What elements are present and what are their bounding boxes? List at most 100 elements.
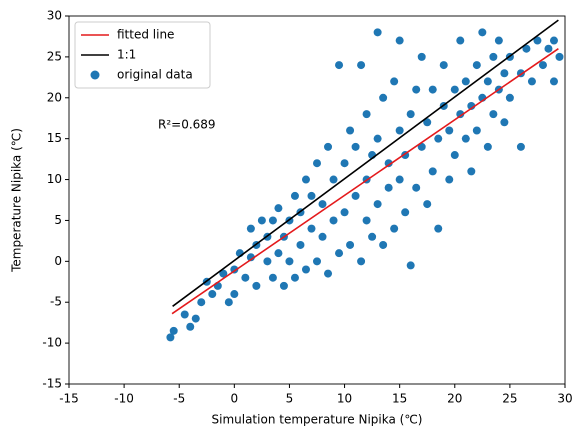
scatter-point	[274, 204, 283, 213]
scatter-point	[246, 224, 255, 233]
scatter-point	[467, 167, 476, 176]
scatter-point	[390, 77, 399, 86]
scatter-point	[246, 253, 255, 262]
y-tick-label: -5	[50, 295, 62, 309]
scatter-point	[544, 44, 553, 53]
scatter-point	[268, 216, 277, 225]
scatter-point	[428, 167, 437, 176]
scatter-point	[456, 110, 465, 119]
legend-swatch	[90, 70, 100, 80]
scatter-point	[169, 326, 178, 335]
scatter-point	[379, 93, 388, 102]
scatter-point	[549, 77, 558, 86]
scatter-point	[368, 232, 377, 241]
y-tick-label: 20	[47, 90, 62, 104]
y-axis-label: Temperature Nipika (℃)	[10, 128, 24, 273]
scatter-point	[290, 273, 299, 282]
scatter-point	[406, 261, 415, 270]
scatter-point	[483, 77, 492, 86]
scatter-point	[384, 183, 393, 192]
scatter-point	[489, 52, 498, 61]
y-tick-label: 15	[47, 131, 62, 145]
legend-label: fitted line	[117, 28, 174, 42]
scatter-point	[318, 232, 327, 241]
scatter-point	[500, 118, 509, 127]
scatter-point	[346, 240, 355, 249]
scatter-point	[423, 118, 432, 127]
scatter-point	[412, 85, 421, 94]
scatter-point	[324, 269, 333, 278]
scatter-point	[384, 159, 393, 168]
scatter-point	[406, 110, 415, 119]
line	[172, 19, 559, 307]
scatter-point	[522, 44, 531, 53]
scatter-point	[208, 290, 217, 299]
scatter-point	[279, 281, 288, 290]
scatter-point	[257, 216, 266, 225]
annotation: R²=0.689	[158, 118, 216, 132]
scatter-point	[538, 61, 547, 70]
scatter-point	[434, 134, 443, 143]
scatter-point	[335, 249, 344, 258]
line	[171, 48, 559, 315]
scatter-point	[428, 85, 437, 94]
scatter-point	[186, 322, 195, 331]
scatter-point	[166, 333, 175, 342]
x-tick-label: 20	[447, 392, 462, 406]
x-tick-label: -10	[114, 392, 134, 406]
scatter-point	[527, 77, 536, 86]
y-tick-label: 30	[47, 9, 62, 23]
scatter-point	[263, 257, 272, 266]
scatter-point	[401, 208, 410, 217]
scatter-point	[313, 257, 321, 266]
x-tick-label: 0	[231, 392, 239, 406]
scatter-point	[296, 240, 305, 249]
scatter-point	[516, 142, 525, 151]
scatter-point	[505, 93, 514, 102]
scatter-point	[549, 36, 558, 45]
scatter-point	[290, 191, 299, 200]
scatter-point	[357, 61, 366, 70]
y-tick-label: 10	[47, 172, 62, 186]
scatter-point	[301, 265, 310, 274]
scatter-point	[395, 126, 404, 135]
scatter-point	[445, 175, 454, 184]
scatter-point	[456, 36, 465, 45]
x-tick-label: 25	[502, 392, 517, 406]
scatter-point	[445, 126, 454, 135]
scatter-point	[461, 134, 470, 143]
scatter-point	[461, 77, 470, 86]
scatter-point	[351, 142, 360, 151]
scatter-point	[230, 290, 239, 299]
scatter-point	[450, 85, 459, 94]
y-tick-label: -15	[42, 377, 62, 391]
scatter-point	[307, 191, 316, 200]
x-tick-label: 15	[392, 392, 407, 406]
x-axis-label: Simulation temperature Nipika (℃)	[212, 413, 423, 427]
scatter-point	[285, 257, 294, 266]
legend-box	[74, 21, 211, 89]
scatter-point	[219, 269, 228, 278]
scatter-point	[318, 200, 327, 209]
scatter-point	[373, 200, 382, 209]
scatter-point	[191, 314, 200, 323]
y-tick-label: 0	[54, 254, 62, 268]
scatter-point	[423, 200, 432, 209]
y-tick-label: 5	[54, 213, 62, 227]
scatter-point	[472, 61, 481, 70]
scatter-point	[412, 183, 421, 192]
scatter-point	[395, 175, 404, 184]
scatter-point	[313, 159, 321, 168]
scatter-point	[362, 110, 371, 119]
scatter-point	[268, 273, 277, 282]
scatter-point	[379, 240, 388, 249]
legend: fitted line 1:1 original data	[74, 21, 211, 89]
x-tick-label: 30	[557, 392, 572, 406]
scatter-point	[533, 36, 542, 45]
scatter-point	[483, 142, 492, 151]
scatter-point	[489, 110, 498, 119]
scatter-point	[434, 224, 443, 233]
scatter-point	[329, 175, 338, 184]
scatter-point	[439, 61, 448, 70]
